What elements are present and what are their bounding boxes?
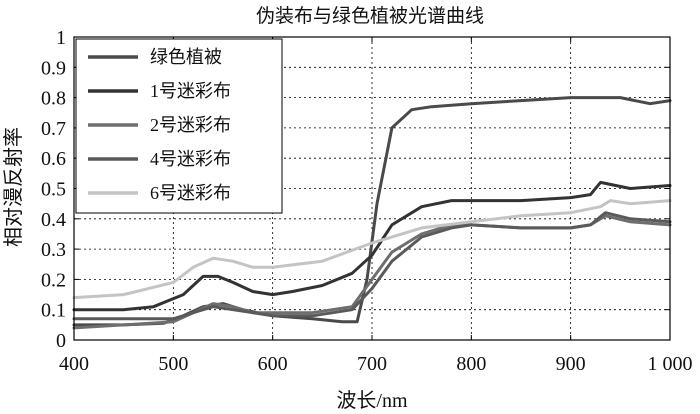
y-tick-label: 0.4 (41, 209, 66, 231)
x-tick-label: 500 (158, 353, 188, 375)
y-tick-label: 0.2 (41, 269, 66, 291)
y-tick-label: 0.1 (41, 300, 66, 322)
legend-entry-label: 6号迷彩布 (150, 183, 231, 203)
y-tick-label: 0.5 (41, 179, 66, 201)
axis-ticks: 400 500 600 700 800 900 1 000 0 0.1 0.2 0.3 0.4 0.5 0… (41, 27, 693, 375)
legend: 绿色植被 1号迷彩布 2号迷彩布 4号迷彩布 6号迷彩布 (75, 38, 283, 214)
legend-entry-label: 绿色植被 (150, 47, 222, 67)
series-line-2 (72, 180, 672, 312)
x-tick-label: 700 (357, 353, 387, 375)
x-axis-label: 波长/nm (336, 389, 408, 412)
y-tick-label: 1 (56, 27, 66, 49)
chart-title: 伪装布与绿色植被光谱曲线 (256, 5, 484, 27)
series-line-4 (72, 211, 672, 321)
plot-frame (73, 36, 671, 341)
series-lines (72, 96, 672, 330)
y-axis-label: 相对漫反射率 (2, 127, 25, 247)
series-line-5 (72, 199, 672, 300)
y-tick-label: 0.7 (41, 118, 66, 140)
x-tick-label: 900 (556, 353, 586, 375)
x-tick-label: 800 (456, 353, 486, 375)
y-tick-label: 0.6 (41, 148, 66, 170)
x-tick-label: 400 (59, 353, 89, 375)
y-tick-label: 0 (56, 330, 66, 352)
x-tick-label: 1 000 (648, 353, 693, 375)
y-tick-label: 0.9 (41, 57, 66, 79)
x-tick-label: 600 (258, 353, 288, 375)
y-tick-label: 0.8 (41, 88, 66, 110)
legend-entry-label: 4号迷彩布 (150, 149, 231, 169)
legend-entry-label: 1号迷彩布 (150, 81, 231, 101)
y-tick-label: 0.3 (41, 239, 66, 261)
legend-entry-label: 2号迷彩布 (150, 115, 231, 135)
